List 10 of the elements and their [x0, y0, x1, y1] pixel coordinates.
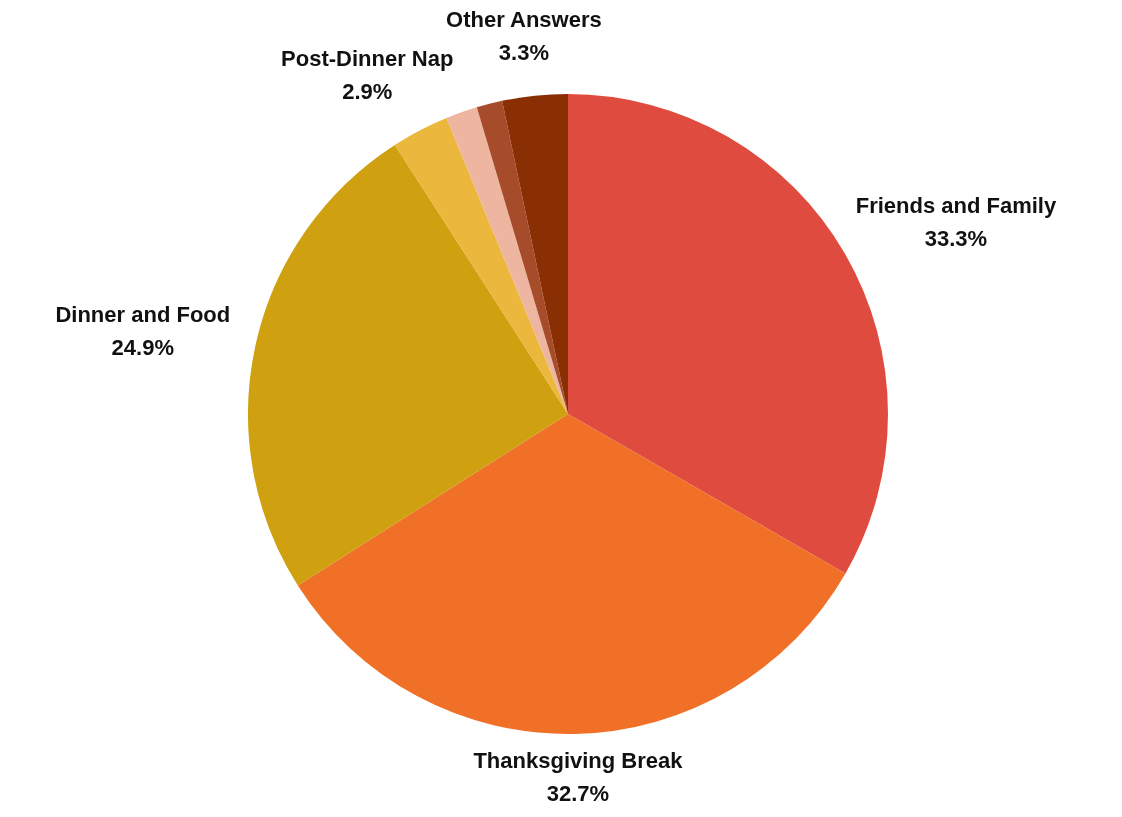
data-label: 33.3% — [924, 225, 988, 251]
data-label: 2.9% — [342, 78, 393, 104]
data-label: 3.3% — [498, 39, 549, 65]
slice-label: Friends and Family — [855, 192, 1057, 218]
slice-label: Other Answers — [446, 6, 602, 32]
slice-label: Thanksgiving Break — [473, 747, 684, 773]
data-label: 24.9% — [111, 334, 174, 360]
data-label: 32.7% — [546, 780, 610, 806]
slice-label: Dinner and Food — [55, 301, 231, 327]
slice-label: Post-Dinner Nap — [281, 45, 454, 71]
